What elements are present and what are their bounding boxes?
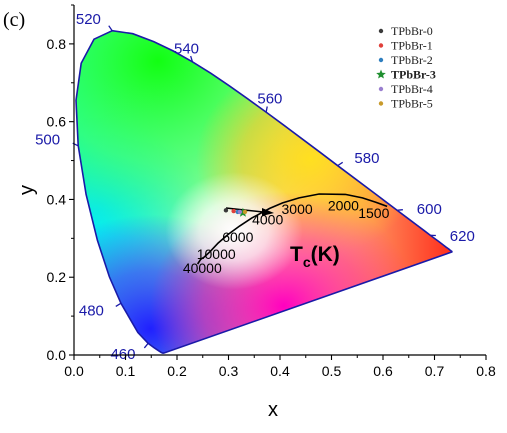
point-TPbBr-5 <box>242 209 248 215</box>
legend-label-TPbBr-4: TPbBr-4 <box>391 82 433 96</box>
y-axis-ticks: 0.0 0.2 0.4 0.6 0.8 <box>47 4 74 363</box>
wavelength-label-600: 600 <box>417 201 442 218</box>
legend-marker-TPbBr-2 <box>378 57 384 63</box>
legend-marker-TPbBr-1 <box>378 43 384 48</box>
x-tick-label-0.3: 0.3 <box>219 363 239 379</box>
legend-label-TPbBr-2: TPbBr-2 <box>391 53 433 67</box>
legend: TPbBr-0TPbBr-1TPbBr-2TPbBr-3TPbBr-4TPbBr… <box>376 24 436 111</box>
y-tick-label-0.0: 0.0 <box>47 347 67 363</box>
wavelength-label-580: 580 <box>354 150 379 167</box>
panel-label: (c) <box>3 9 25 31</box>
cct-label-4000: 4000 <box>252 211 283 227</box>
legend-marker-TPbBr-4 <box>378 86 384 92</box>
sample-points <box>223 207 248 217</box>
x-tick-label-0.1: 0.1 <box>116 363 136 379</box>
y-axis-label: y <box>16 185 38 195</box>
legend-marker-TPbBr-0 <box>378 28 384 34</box>
legend-label-TPbBr-3: TPbBr-3 <box>391 68 436 82</box>
wavelength-label-560: 560 <box>257 91 282 108</box>
cct-label-6000: 6000 <box>222 229 253 245</box>
wavelength-tick-460 <box>143 342 149 349</box>
cct-label-3000: 3000 <box>282 201 313 217</box>
legend-label-TPbBr-5: TPbBr-5 <box>391 97 433 111</box>
x-tick-label-0.8: 0.8 <box>476 363 496 379</box>
x-tick-label-0.5: 0.5 <box>322 363 342 379</box>
y-tick-label-0.8: 0.8 <box>47 36 67 52</box>
wavelength-tick-520 <box>108 25 113 32</box>
y-tick-label-0.4: 0.4 <box>47 191 67 207</box>
wavelength-label-520: 520 <box>76 11 101 28</box>
y-tick-label-0.2: 0.2 <box>47 269 67 285</box>
wavelength-tick-600 <box>396 209 403 211</box>
legend-marker-TPbBr-3 <box>376 69 386 79</box>
x-tick-label-0.4: 0.4 <box>270 363 290 379</box>
x-axis-ticks: 0.0 0.1 0.2 0.3 0.4 0.5 0.6 0.7 0.8 <box>64 355 496 379</box>
wavelength-tick-560 <box>265 106 268 113</box>
cct-label-40000: 40000 <box>183 260 222 276</box>
cct-label-10000: 10000 <box>197 246 236 262</box>
wavelength-label-500: 500 <box>35 132 60 149</box>
x-tick-label-0.2: 0.2 <box>167 363 187 379</box>
planckian-locus-curve <box>196 193 388 265</box>
tc-label: Tc(K) <box>290 243 340 270</box>
cct-label-2000: 2000 <box>328 197 359 213</box>
point-TPbBr-4 <box>237 209 243 215</box>
point-TPbBr-1 <box>231 208 236 214</box>
legend-label-TPbBr-0: TPbBr-0 <box>391 24 433 38</box>
wavelength-label-540: 540 <box>174 40 199 57</box>
wavelength-label-620: 620 <box>450 228 475 245</box>
x-tick-label-0.6: 0.6 <box>373 363 393 379</box>
wavelength-label-480: 480 <box>79 303 104 320</box>
x-tick-label-0.7: 0.7 <box>425 363 445 379</box>
cct-label-1500: 1500 <box>358 205 389 221</box>
y-tick-label-0.6: 0.6 <box>47 114 67 130</box>
spectral-locus-outline <box>75 29 453 354</box>
point-TPbBr-0 <box>223 208 229 213</box>
x-axis-label: x <box>268 399 278 421</box>
wavelength-tick-480 <box>115 302 122 308</box>
wavelength-tick-540 <box>190 55 194 62</box>
legend-label-TPbBr-1: TPbBr-1 <box>391 39 433 53</box>
wavelength-tick-580 <box>337 161 344 167</box>
legend-marker-TPbBr-5 <box>378 101 384 106</box>
x-tick-label-0.0: 0.0 <box>64 363 84 379</box>
